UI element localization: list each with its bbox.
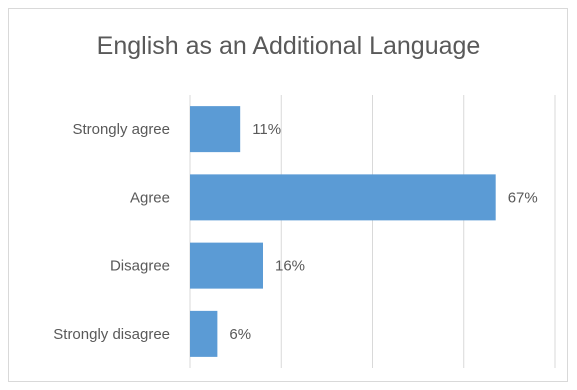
data-label: 67%: [508, 189, 538, 206]
category-label: Agree: [130, 189, 170, 206]
chart-title: English as an Additional Language: [96, 32, 481, 60]
category-label: Disagree: [110, 258, 170, 275]
bar: [190, 106, 241, 153]
bar: [190, 310, 218, 357]
data-label: 6%: [229, 326, 251, 343]
bar: [190, 242, 263, 289]
category-label: Strongly disagree: [53, 326, 170, 343]
data-label: 16%: [275, 258, 305, 275]
category-label: Strongly agree: [72, 121, 170, 138]
data-label: 11%: [252, 121, 281, 138]
bar: [190, 174, 496, 221]
